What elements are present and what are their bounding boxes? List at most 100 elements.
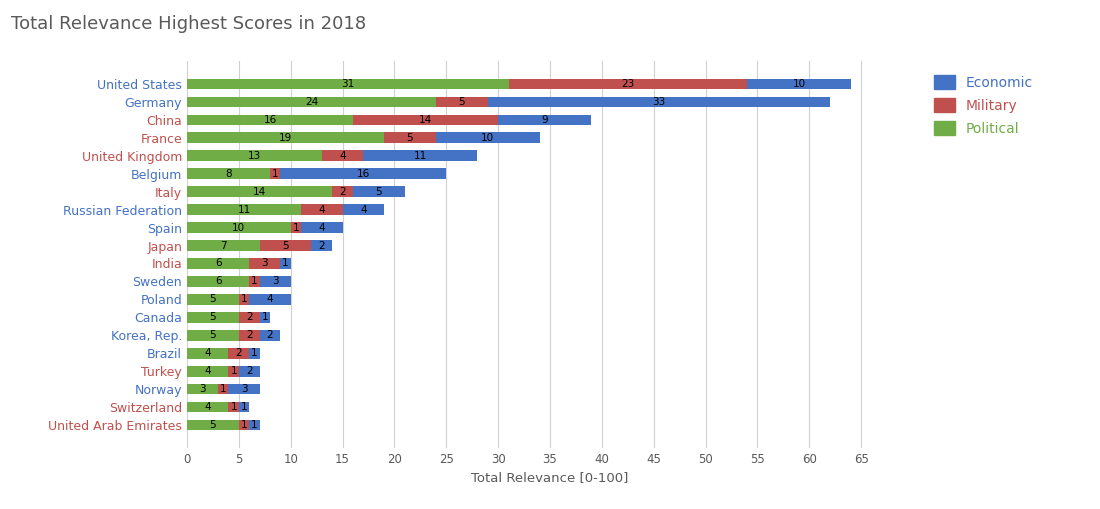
Text: 23: 23: [621, 79, 635, 89]
Text: 5: 5: [283, 241, 289, 250]
Bar: [239, 330, 260, 341]
Bar: [363, 151, 477, 161]
Bar: [187, 132, 384, 143]
Bar: [239, 366, 260, 377]
Text: 5: 5: [210, 330, 217, 340]
Bar: [187, 419, 239, 430]
Bar: [187, 222, 290, 233]
Bar: [508, 79, 747, 90]
Bar: [187, 330, 239, 341]
Text: 8: 8: [226, 169, 232, 179]
Bar: [187, 402, 229, 412]
Bar: [290, 222, 301, 233]
Text: 3: 3: [272, 276, 278, 287]
Text: 1: 1: [283, 259, 289, 268]
Text: 5: 5: [407, 133, 414, 143]
Bar: [301, 204, 342, 215]
Text: 1: 1: [241, 402, 248, 412]
Text: 1: 1: [230, 402, 236, 412]
Bar: [311, 240, 332, 251]
Bar: [187, 384, 218, 394]
Bar: [187, 168, 270, 179]
Text: 5: 5: [375, 187, 382, 196]
Bar: [229, 402, 239, 412]
Legend: Economic, Military, Political: Economic, Military, Political: [927, 68, 1041, 143]
Text: 16: 16: [356, 169, 370, 179]
Text: 13: 13: [248, 151, 261, 161]
Text: 1: 1: [293, 222, 299, 233]
Text: 1: 1: [272, 169, 278, 179]
Bar: [229, 366, 239, 377]
Text: 16: 16: [263, 115, 276, 125]
Text: 14: 14: [419, 115, 432, 125]
Bar: [250, 419, 260, 430]
Bar: [322, 151, 363, 161]
Bar: [270, 168, 280, 179]
Text: 3: 3: [199, 384, 206, 394]
Bar: [332, 186, 353, 197]
Bar: [250, 348, 260, 358]
Bar: [487, 97, 830, 107]
Text: 2: 2: [319, 241, 326, 250]
Text: 6: 6: [214, 259, 221, 268]
Bar: [187, 97, 436, 107]
Text: Total Relevance Highest Scores in 2018: Total Relevance Highest Scores in 2018: [11, 15, 366, 33]
Text: 4: 4: [205, 366, 211, 376]
Bar: [384, 132, 436, 143]
Bar: [187, 258, 250, 269]
Bar: [280, 258, 290, 269]
Bar: [250, 294, 290, 305]
Bar: [187, 276, 250, 287]
Text: 1: 1: [262, 313, 268, 322]
Text: 10: 10: [481, 133, 494, 143]
Bar: [260, 330, 280, 341]
Bar: [187, 294, 239, 305]
Bar: [187, 115, 353, 125]
Bar: [187, 348, 229, 358]
Text: 1: 1: [251, 276, 257, 287]
Bar: [260, 276, 290, 287]
Bar: [239, 419, 250, 430]
Text: 4: 4: [360, 205, 366, 215]
Text: 2: 2: [339, 187, 345, 196]
Text: 4: 4: [205, 402, 211, 412]
Text: 2: 2: [246, 330, 253, 340]
Text: 11: 11: [238, 205, 251, 215]
Bar: [187, 79, 508, 90]
Text: 5: 5: [210, 294, 217, 304]
Bar: [250, 258, 280, 269]
Text: 3: 3: [262, 259, 268, 268]
Bar: [187, 366, 229, 377]
Text: 4: 4: [319, 205, 326, 215]
Bar: [187, 312, 239, 323]
Bar: [498, 115, 592, 125]
Text: 5: 5: [210, 420, 217, 430]
Text: 1: 1: [241, 420, 248, 430]
Bar: [187, 151, 322, 161]
Bar: [353, 115, 498, 125]
Text: 4: 4: [319, 222, 326, 233]
Text: 2: 2: [235, 348, 242, 358]
Bar: [260, 240, 311, 251]
Text: 1: 1: [251, 420, 257, 430]
Text: 33: 33: [652, 97, 666, 107]
Bar: [260, 312, 270, 323]
Text: 1: 1: [241, 294, 248, 304]
X-axis label: Total Relevance [0-100]: Total Relevance [0-100]: [471, 471, 629, 485]
Text: 9: 9: [541, 115, 548, 125]
Bar: [280, 168, 447, 179]
Bar: [436, 132, 540, 143]
Text: 1: 1: [230, 366, 236, 376]
Text: 7: 7: [220, 241, 227, 250]
Bar: [239, 402, 250, 412]
Bar: [218, 384, 229, 394]
Text: 1: 1: [251, 348, 257, 358]
Text: 19: 19: [279, 133, 293, 143]
Bar: [229, 348, 250, 358]
Bar: [747, 79, 850, 90]
Bar: [342, 204, 384, 215]
Bar: [436, 97, 487, 107]
Bar: [187, 186, 332, 197]
Bar: [353, 186, 405, 197]
Text: 31: 31: [341, 79, 354, 89]
